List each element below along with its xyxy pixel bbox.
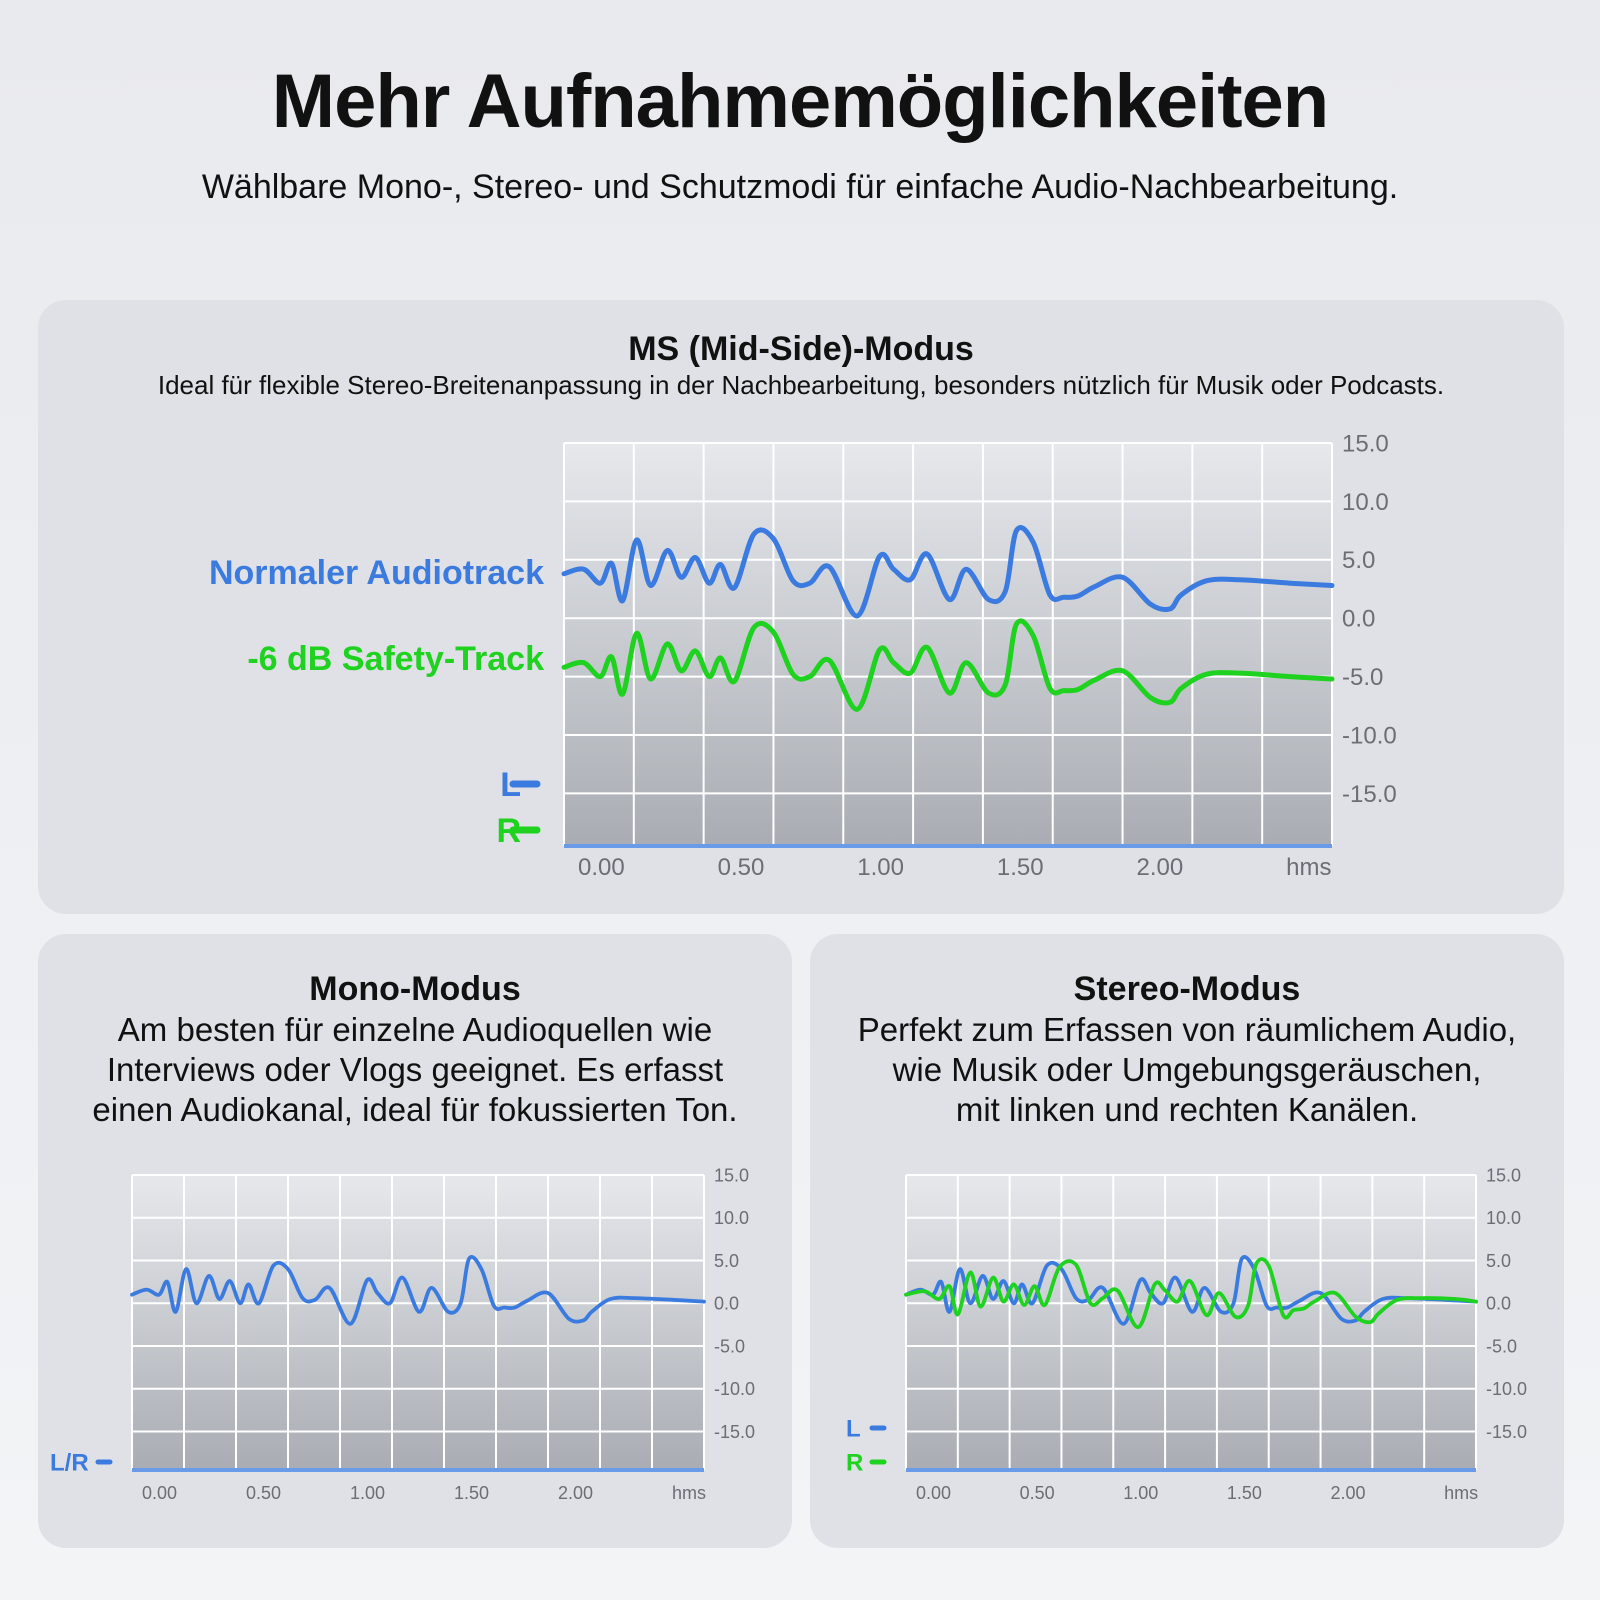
y-tick-label: 0.0 xyxy=(1342,606,1375,633)
y-tick-label: -15.0 xyxy=(714,1422,755,1442)
y-tick-label: -10.0 xyxy=(1486,1379,1527,1399)
y-tick-label: 15.0 xyxy=(1486,1165,1521,1185)
plot-area xyxy=(132,1175,704,1470)
x-tick-label: 1.50 xyxy=(1227,1483,1262,1503)
plot-area xyxy=(906,1175,1476,1470)
y-tick-label: -5.0 xyxy=(714,1336,745,1356)
y-tick-label: 10.0 xyxy=(1342,489,1389,516)
ms-mode-title: MS (Mid-Side)-Modus xyxy=(628,330,974,368)
ms-mode-description: Ideal für flexible Stereo-Breitenanpassu… xyxy=(157,370,1445,400)
y-tick-label: -5.0 xyxy=(1486,1336,1517,1356)
grid-lines xyxy=(905,1174,1477,1470)
stereo-description-line: wie Musik oder Umgebungsgeräuschen, xyxy=(892,1051,1482,1088)
y-tick-label: 10.0 xyxy=(714,1208,749,1228)
x-tick-label: hms xyxy=(1444,1483,1478,1503)
x-tick-label: 0.50 xyxy=(718,854,765,881)
y-tick-label: -15.0 xyxy=(1486,1422,1527,1442)
page-subtitle: Wählbare Mono-, Stereo- und Schutzmodi f… xyxy=(201,168,1399,206)
x-tick-label: 0.50 xyxy=(1020,1483,1055,1503)
ms-waveform-chart: 15.0 10.0 5.0 0.0 -5.0 -10.0 -15.0 0.00 0.50 1.00… xyxy=(496,430,1397,881)
y-tick-label: 15.0 xyxy=(714,1165,749,1185)
series-line xyxy=(561,618,1335,712)
y-tick-label: 0.0 xyxy=(714,1294,739,1314)
x-tick-label: hms xyxy=(1286,854,1331,881)
y-tick-label: -10.0 xyxy=(714,1379,755,1399)
mono-waveform-chart: 15.0 10.0 5.0 0.0 -5.0 -10.0 -15.0 0.00 0.50 1.00… xyxy=(50,1165,755,1503)
mono-description-line: Am besten für einzelne Audioquellen wie xyxy=(117,1011,713,1048)
legend-label: L/R xyxy=(50,1449,89,1476)
series-line xyxy=(561,525,1335,619)
y-tick-label: 0.0 xyxy=(1486,1294,1511,1314)
stereo-mode-description: Perfekt zum Erfassen von räumlichem Audi… xyxy=(810,1010,1564,1130)
x-tick-label: 2.00 xyxy=(1137,854,1184,881)
stereo-waveform-chart: 15.0 10.0 5.0 0.0 -5.0 -10.0 -15.0 0.00 0.50 1.00… xyxy=(846,1165,1527,1503)
x-tick-label: 1.50 xyxy=(454,1483,489,1503)
x-tick-label: 0.50 xyxy=(246,1483,281,1503)
stereo-description-line: Perfekt zum Erfassen von räumlichem Audi… xyxy=(857,1011,1517,1048)
x-tick-label: 2.00 xyxy=(558,1483,593,1503)
legend-label: L xyxy=(846,1415,861,1442)
y-tick-label: -10.0 xyxy=(1342,722,1397,749)
mono-mode-description: Am besten für einzelne Audioquellen wie … xyxy=(38,1010,792,1130)
ms-mode-panel: MS (Mid-Side)-Modus Ideal für flexible S… xyxy=(38,300,1564,914)
plot-area xyxy=(564,443,1332,846)
x-tick-label: hms xyxy=(672,1483,706,1503)
y-tick-label: -15.0 xyxy=(1342,781,1397,808)
mono-description-line: einen Audiokanal, ideal für fokussierten… xyxy=(92,1091,738,1128)
y-tick-label: -5.0 xyxy=(1342,664,1383,691)
stereo-mode-title: Stereo-Modus xyxy=(1073,970,1301,1008)
series-line xyxy=(904,1257,1478,1330)
y-tick-label: 10.0 xyxy=(1486,1208,1521,1228)
grid-lines xyxy=(131,1174,705,1470)
page-title: Mehr Aufnahmemöglichkeiten xyxy=(271,59,1329,144)
y-tick-label: 5.0 xyxy=(1486,1251,1511,1271)
x-tick-label: 1.50 xyxy=(997,854,1044,881)
normal-track-label: Normaler Audiotrack xyxy=(208,554,544,592)
mono-description-line: Interviews oder Vlogs geeignet. Es erfas… xyxy=(106,1051,724,1088)
safety-track-label: -6 dB Safety-Track xyxy=(247,640,544,678)
x-tick-label: 0.00 xyxy=(142,1483,177,1503)
mono-mode-panel: Mono-Modus Am besten für einzelne Audioq… xyxy=(38,934,792,1548)
x-tick-label: 1.00 xyxy=(350,1483,385,1503)
y-tick-label: 5.0 xyxy=(1342,547,1375,574)
y-tick-label: 15.0 xyxy=(1342,430,1389,457)
series-line xyxy=(130,1255,706,1326)
x-tick-label: 0.00 xyxy=(916,1483,951,1503)
stereo-mode-panel: Stereo-Modus Perfekt zum Erfassen von rä… xyxy=(810,934,1564,1548)
x-tick-label: 0.00 xyxy=(578,854,625,881)
x-tick-label: 1.00 xyxy=(857,854,904,881)
y-tick-label: 5.0 xyxy=(714,1251,739,1271)
legend-label: R xyxy=(846,1449,863,1476)
mono-mode-title: Mono-Modus xyxy=(309,970,521,1008)
x-tick-label: 2.00 xyxy=(1331,1483,1366,1503)
x-tick-label: 1.00 xyxy=(1123,1483,1158,1503)
stereo-description-line: mit linken und rechten Kanälen. xyxy=(955,1091,1419,1128)
